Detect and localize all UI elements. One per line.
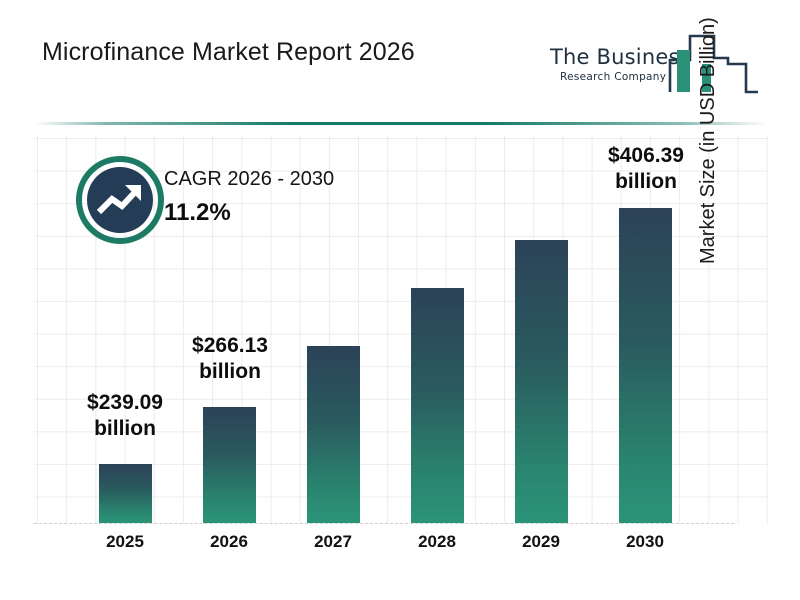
header-divider (34, 122, 768, 125)
cagr-value: 11.2% (164, 199, 231, 226)
value-label-2026-amount: $266.13 (192, 334, 268, 357)
cagr-badge: CAGR 2026 - 2030 11.2% (76, 156, 406, 248)
value-label-2025-amount: $239.09 (87, 391, 163, 414)
cagr-label: CAGR 2026 - 2030 (164, 168, 335, 190)
xlabel-2029: 2029 (522, 532, 560, 551)
cagr-text-group: CAGR 2026 - 2030 11.2% (164, 168, 334, 227)
xlabel-2028: 2028 (418, 532, 456, 551)
logo-line-2: Research Company (560, 71, 667, 84)
value-label-2026-unit: billion (199, 359, 261, 383)
xlabel-2030: 2030 (626, 532, 664, 551)
value-label-2026: $266.13 billion (155, 333, 305, 384)
value-label-2025-unit: billion (94, 416, 156, 440)
value-label-2030-amount: $406.39 (608, 144, 684, 167)
xlabel-2026: 2026 (210, 532, 248, 551)
company-logo: The Business Research Company (550, 30, 760, 100)
page-title: Microfinance Market Report 2026 (42, 38, 415, 66)
y-axis-title: Market Size (in USD Billion) (697, 17, 719, 264)
xlabel-2025: 2025 (106, 532, 144, 551)
xlabel-2027: 2027 (314, 532, 352, 551)
header: Microfinance Market Report 2026 The Busi… (0, 0, 800, 118)
bar-chart-logo-mark-icon (668, 30, 760, 96)
value-label-2025: $239.09 billion (50, 390, 200, 441)
logo-line-1: The Business (550, 45, 691, 69)
value-label-2030: $406.39 billion (571, 143, 721, 194)
value-label-2030-unit: billion (615, 169, 677, 193)
logo-wordmark: The Business Research Company (550, 45, 691, 84)
trend-up-arrow-icon (76, 156, 164, 244)
chart-baseline (34, 523, 734, 525)
